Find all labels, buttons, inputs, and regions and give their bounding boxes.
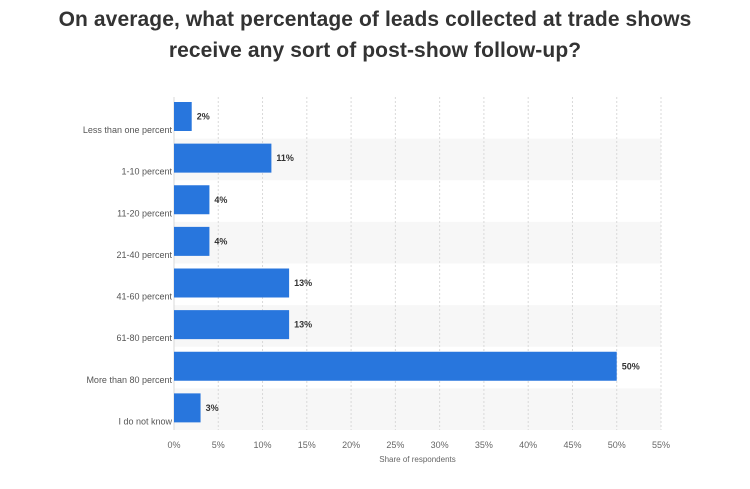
bar bbox=[174, 310, 290, 340]
category-label: 41-60 percent bbox=[116, 292, 172, 302]
x-tick-label: 50% bbox=[608, 440, 626, 450]
data-label: 13% bbox=[294, 278, 312, 288]
category-label: 61-80 percent bbox=[116, 333, 172, 343]
data-label: 3% bbox=[206, 403, 219, 413]
row-band bbox=[174, 388, 661, 430]
x-axis-label: Share of respondents bbox=[379, 455, 456, 464]
x-tick-label: 55% bbox=[652, 440, 670, 450]
chart-title-line-2: receive any sort of post-show follow-up? bbox=[168, 39, 582, 62]
category-label: 21-40 percent bbox=[116, 250, 172, 260]
data-label: 4% bbox=[214, 195, 227, 205]
x-axis-ticks: 0% 5% 10% 15% 20% 25% 30% 35% 40% 45% 50% 55% bbox=[167, 440, 670, 450]
data-label: 11% bbox=[276, 153, 294, 163]
x-tick-label: 35% bbox=[475, 440, 493, 450]
bars bbox=[174, 102, 617, 423]
category-label: 1-10 percent bbox=[121, 167, 172, 177]
chart-title-line-1: On average, what percentage of leads col… bbox=[58, 8, 692, 31]
category-label: Less than one percent bbox=[83, 125, 173, 135]
bar bbox=[174, 185, 210, 215]
data-label: 4% bbox=[214, 236, 227, 246]
data-label: 2% bbox=[197, 112, 210, 122]
bar bbox=[174, 226, 210, 256]
data-labels: 2% 11% 4% 4% 13% 13% 50% 3% bbox=[197, 112, 640, 413]
x-tick-label: 30% bbox=[431, 440, 449, 450]
x-tick-label: 10% bbox=[254, 440, 272, 450]
x-tick-label: 45% bbox=[563, 440, 581, 450]
category-label: I do not know bbox=[118, 416, 172, 426]
category-label: 11-20 percent bbox=[117, 208, 172, 218]
x-tick-label: 15% bbox=[298, 440, 316, 450]
x-tick-label: 20% bbox=[342, 440, 360, 450]
data-label: 50% bbox=[622, 361, 640, 371]
category-label: More than 80 percent bbox=[86, 375, 172, 385]
bar bbox=[174, 393, 201, 423]
row-bands bbox=[174, 138, 661, 430]
row-band bbox=[174, 221, 661, 264]
bar bbox=[174, 351, 617, 381]
x-tick-label: 40% bbox=[519, 440, 537, 450]
chart-title: On average, what percentage of leads col… bbox=[0, 4, 750, 66]
x-tick-label: 5% bbox=[212, 440, 225, 450]
bar bbox=[174, 102, 192, 131]
bar bbox=[174, 268, 290, 298]
x-tick-label: 0% bbox=[167, 440, 180, 450]
bar bbox=[174, 143, 272, 173]
x-tick-label: 25% bbox=[386, 440, 404, 450]
category-labels: Less than one percent 1-10 percent 11-20 p… bbox=[83, 125, 173, 426]
data-label: 13% bbox=[294, 320, 312, 330]
